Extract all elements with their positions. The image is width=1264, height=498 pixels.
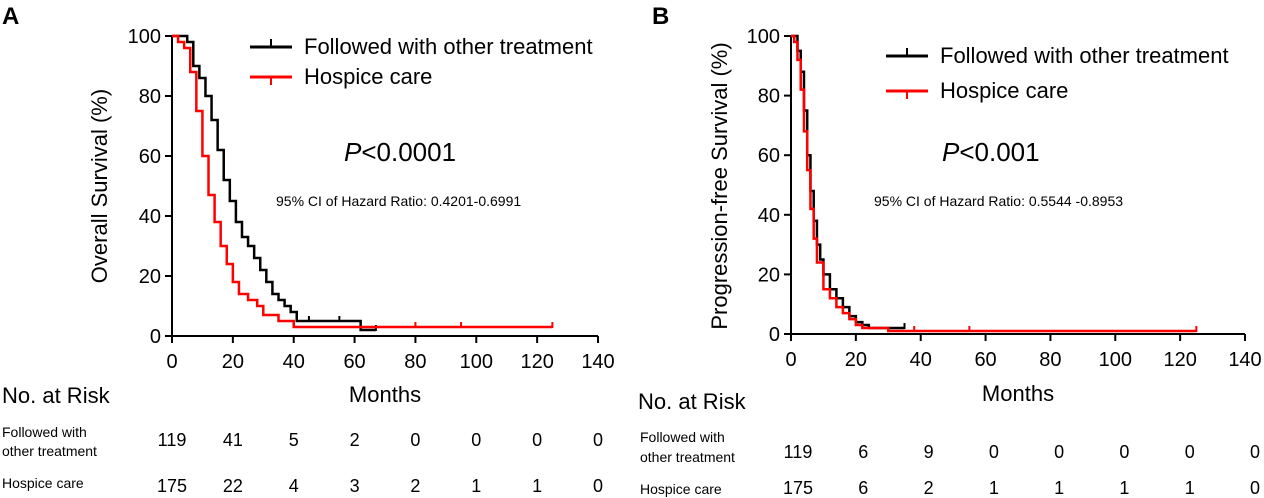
panel-a-risk-group-followed-line2: other treatment [2, 443, 97, 459]
y-tick-label: 20 [758, 264, 780, 286]
y-tick-label: 80 [758, 86, 780, 108]
x-tick-label: 60 [974, 349, 996, 371]
panel-b-p-value: P<0.001 [942, 137, 1040, 167]
x-tick-label: 140 [1228, 349, 1261, 371]
risk-count: 41 [223, 430, 243, 450]
panel-b-risk-title: No. at Risk [638, 389, 747, 414]
y-tick-label: 40 [139, 206, 161, 228]
y-tick-label: 60 [139, 146, 161, 168]
panel-a-risk-title: No. at Risk [2, 383, 111, 408]
x-tick-label: 120 [1163, 349, 1196, 371]
risk-count: 119 [158, 430, 187, 450]
risk-count: 9 [924, 442, 934, 462]
y-tick-label: 100 [747, 26, 780, 48]
legend-label-hospice: Hospice care [940, 78, 1068, 103]
survival-curve-hospice [172, 34, 553, 329]
x-tick-label: 20 [845, 349, 867, 371]
risk-count: 1 [1054, 478, 1064, 498]
x-tick-label: 40 [910, 349, 932, 371]
risk-count: 3 [350, 476, 360, 496]
x-tick-label: 60 [343, 351, 365, 373]
x-tick-label: 100 [460, 351, 493, 373]
x-tick-label: 140 [581, 351, 614, 373]
risk-count: 22 [223, 476, 243, 496]
risk-count: 1 [532, 476, 542, 496]
panel-b-x-axis-title: Months [982, 381, 1054, 406]
risk-count: 175 [157, 476, 187, 496]
risk-count: 6 [858, 442, 868, 462]
panel-b-risk-group-followed-line2: other treatment [640, 449, 735, 465]
x-tick-label: 100 [1099, 349, 1132, 371]
panel-b-risk-group-followed-line1: Followed with [640, 429, 725, 445]
panel-b-y-axis-title: Progression-free Survival (%) [707, 42, 732, 329]
survival-curve-followed [791, 34, 905, 330]
x-tick-label: 120 [520, 351, 553, 373]
risk-count: 2 [410, 476, 420, 496]
legend-label-hospice: Hospice care [304, 64, 432, 89]
x-tick-label: 0 [785, 349, 796, 371]
panel-a-y-axis-title: Overall Survival (%) [87, 89, 112, 283]
x-tick-label: 80 [404, 351, 426, 373]
risk-count: 0 [989, 442, 999, 462]
panel-b-risk-group-hospice: Hospice care [640, 481, 722, 497]
risk-count: 0 [593, 476, 603, 496]
panel-b-ci-text: 95% CI of Hazard Ratio: 0.5544 -0.8953 [874, 193, 1123, 209]
survival-curve-hospice [791, 34, 1197, 333]
x-tick-label: 80 [1039, 349, 1061, 371]
y-tick-label: 20 [139, 266, 161, 288]
panel-a-label: A [2, 3, 19, 30]
risk-count: 1 [989, 478, 999, 498]
panel-b-legend: Followed with other treatment Hospice ca… [886, 43, 1229, 103]
y-tick-label: 80 [139, 86, 161, 108]
risk-count: 1 [1119, 478, 1129, 498]
risk-count: 2 [350, 430, 360, 450]
risk-count: 1 [1185, 478, 1195, 498]
panel-a-risk-group-hospice: Hospice care [2, 475, 84, 491]
panel-a-ci-text: 95% CI of Hazard Ratio: 0.4201-0.6991 [276, 193, 521, 209]
y-tick-label: 40 [758, 205, 780, 227]
panel-b-label: B [652, 3, 669, 30]
panel-a-p-value: P<0.0001 [344, 137, 456, 167]
risk-count: 175 [783, 478, 813, 498]
risk-count: 0 [532, 430, 542, 450]
panel-a-risk-group-followed-line1: Followed with [2, 424, 87, 440]
risk-count: 0 [410, 430, 420, 450]
x-tick-label: 40 [283, 351, 305, 373]
panel-a-x-axis-title: Months [349, 382, 421, 407]
risk-count: 6 [858, 478, 868, 498]
risk-count: 0 [1054, 442, 1064, 462]
y-tick-label: 60 [758, 145, 780, 167]
risk-count: 1 [471, 476, 481, 496]
legend-label-followed: Followed with other treatment [940, 43, 1229, 68]
risk-count: 0 [593, 430, 603, 450]
y-tick-label: 0 [769, 324, 780, 346]
risk-count: 4 [289, 476, 299, 496]
risk-count: 0 [1250, 442, 1260, 462]
risk-count: 2 [924, 478, 934, 498]
x-tick-label: 20 [222, 351, 244, 373]
survival-curve-followed [172, 34, 376, 332]
risk-count: 0 [1119, 442, 1129, 462]
risk-count: 5 [289, 430, 299, 450]
risk-count: 0 [1250, 478, 1260, 498]
legend-label-followed: Followed with other treatment [304, 34, 593, 59]
risk-count: 119 [784, 442, 813, 462]
x-tick-label: 0 [166, 351, 177, 373]
risk-count: 0 [471, 430, 481, 450]
y-tick-label: 0 [150, 326, 161, 348]
panel-a-legend: Followed with other treatment Hospice ca… [250, 34, 593, 89]
y-tick-label: 100 [128, 26, 161, 48]
risk-count: 0 [1185, 442, 1195, 462]
